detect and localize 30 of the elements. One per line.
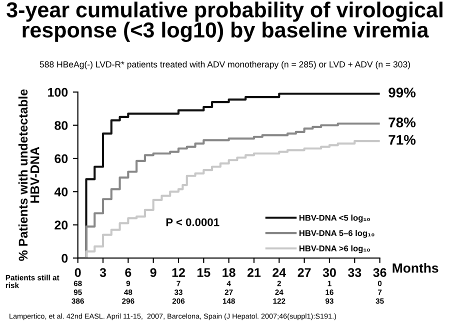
- x-tick-label: 36: [373, 268, 386, 277]
- legend-label: HBV-DNA 5–6 log₁₀: [299, 230, 374, 238]
- y-tick-label: 60: [54, 154, 68, 164]
- text: 71%: [388, 134, 416, 145]
- x-tick-label: 24: [272, 268, 286, 277]
- legend-label: HBV-DNA <5 log₁₀: [299, 214, 370, 222]
- annotation: P < 0.0001: [166, 218, 220, 226]
- x-tick-label: 6: [125, 268, 132, 277]
- x-tick-label: 21: [247, 268, 261, 277]
- x-tick-label: 27: [298, 268, 311, 277]
- text: 78%: [388, 118, 416, 128]
- x-tick-label: 3: [100, 268, 106, 277]
- y-tick-label: 100: [48, 88, 68, 97]
- chart-subtitle: 588 HBeAg(-) LVD-R* patients treated with ADV monotherapy (n = 285) or LVD + ADV (n = 303): [40, 61, 410, 70]
- text: 99%: [388, 88, 416, 98]
- x-tick-label: 18: [222, 268, 236, 277]
- x-tick-label: 30: [322, 268, 336, 277]
- x-tick-label: 12: [172, 268, 185, 277]
- x-tick-label: 0: [74, 268, 81, 277]
- y-tick-label: 20: [54, 220, 68, 230]
- legend-label: HBV-DNA >6 log₁₀: [299, 245, 370, 254]
- x-tick-label: 15: [198, 268, 210, 277]
- y-tick-label: 40: [54, 187, 68, 196]
- x-axis-title: Months: [392, 263, 438, 273]
- y-tick-label: 80: [54, 121, 68, 130]
- x-tick-label: 33: [348, 268, 362, 277]
- y-tick-label: 0: [62, 254, 68, 263]
- y-axis-title: % Patients with undetectable HBV-DNA: [18, 89, 40, 261]
- chart-title: 3-year cumulative probability of virological response (<3 log10) by baseline viremia: [6, 2, 442, 42]
- x-tick-label: 9: [150, 268, 156, 277]
